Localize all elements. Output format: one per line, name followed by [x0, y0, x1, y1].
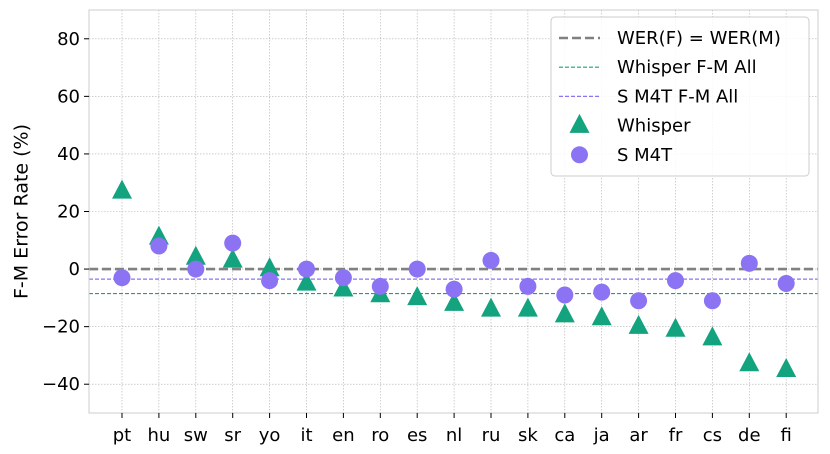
whisper-point	[591, 306, 612, 326]
whisper-point	[628, 314, 649, 334]
x-tick-label: cs	[703, 425, 722, 446]
x-tick-label: fi	[781, 425, 792, 446]
x-tick-label: en	[332, 425, 354, 446]
grid	[89, 10, 818, 413]
x-axis-ticks: pt hu sw sr yo it en ro es nl ru sk ca ja ar fr cs de fi	[113, 413, 792, 446]
legend-label: S M4T F-M All	[617, 86, 738, 107]
sm4t-point	[703, 292, 721, 310]
whisper-point	[776, 358, 797, 378]
sm4t-point	[556, 286, 574, 304]
whisper-point	[407, 286, 428, 306]
reference-lines	[89, 267, 818, 295]
sm4t-point	[777, 274, 795, 292]
whisper-point	[444, 291, 465, 311]
legend: WER(F) = WER(M) Whisper F-M All S M4T F-M …	[550, 16, 810, 177]
y-tick-label: 40	[57, 144, 80, 165]
whisper-point	[296, 271, 317, 291]
sm4t-point	[371, 277, 389, 295]
sm4t-point	[519, 277, 537, 295]
legend-label: WER(F) = WER(M)	[617, 28, 781, 49]
x-tick-label: es	[407, 425, 427, 446]
y-tick-label: 20	[57, 202, 80, 223]
legend-circle-marker	[571, 146, 588, 164]
x-tick-label: ro	[371, 425, 389, 446]
whisper-point	[112, 179, 132, 199]
y-tick-label: 0	[69, 259, 80, 280]
whisper-point	[259, 257, 280, 277]
whisper-point	[517, 297, 538, 317]
series-sm4t	[113, 234, 795, 310]
legend-label: Whisper	[617, 116, 691, 137]
x-tick-label: sk	[518, 425, 538, 446]
whisper-point	[222, 248, 243, 268]
sm4t-point	[667, 272, 684, 290]
x-tick-label: fr	[669, 425, 683, 446]
x-tick-label: ca	[554, 425, 575, 446]
y-tick-label: −20	[42, 317, 80, 338]
sm4t-point	[298, 260, 315, 278]
x-tick-label: yo	[259, 425, 281, 446]
sm4t-point	[482, 251, 500, 269]
x-tick-label: sr	[224, 425, 241, 446]
x-tick-label: it	[300, 425, 312, 446]
sm4t-point	[113, 269, 131, 287]
x-tick-label: ar	[629, 425, 648, 446]
sm4t-point	[187, 260, 205, 278]
x-tick-label: de	[738, 425, 761, 446]
legend-triangle-marker	[569, 113, 590, 133]
x-tick-label: nl	[446, 425, 462, 446]
whisper-point	[739, 352, 760, 372]
data-points	[112, 179, 797, 378]
legend-label: Whisper F-M All	[617, 57, 757, 78]
x-tick-label: pt	[113, 425, 131, 446]
x-tick-label: sw	[184, 425, 208, 446]
y-axis-ticks: −40 −20 0 20 40 60 80	[42, 29, 89, 395]
legend-box	[550, 16, 810, 177]
whisper-point	[702, 326, 723, 346]
x-tick-label: ru	[482, 425, 501, 446]
whisper-point	[554, 303, 575, 323]
sm4t-point	[740, 254, 758, 272]
sm4t-point	[261, 272, 279, 290]
sm4t-point	[150, 237, 168, 255]
sm4t-point	[408, 260, 426, 278]
sm4t-point	[334, 269, 352, 287]
whisper-point	[665, 317, 686, 337]
y-tick-label: 60	[57, 86, 80, 107]
x-tick-label: hu	[147, 425, 170, 446]
whisper-point	[333, 277, 354, 297]
whisper-point	[481, 297, 501, 317]
sm4t-point	[224, 234, 242, 252]
y-axis-title: F-M Error Rate (%)	[11, 124, 33, 299]
sm4t-point	[630, 292, 648, 310]
x-tick-label: ja	[593, 425, 610, 446]
legend-label: S M4T	[617, 145, 673, 166]
sm4t-point	[593, 283, 611, 301]
y-tick-label: −40	[42, 374, 80, 395]
sm4t-point	[445, 280, 463, 298]
y-tick-label: 80	[57, 29, 80, 50]
whisper-point	[185, 245, 206, 265]
